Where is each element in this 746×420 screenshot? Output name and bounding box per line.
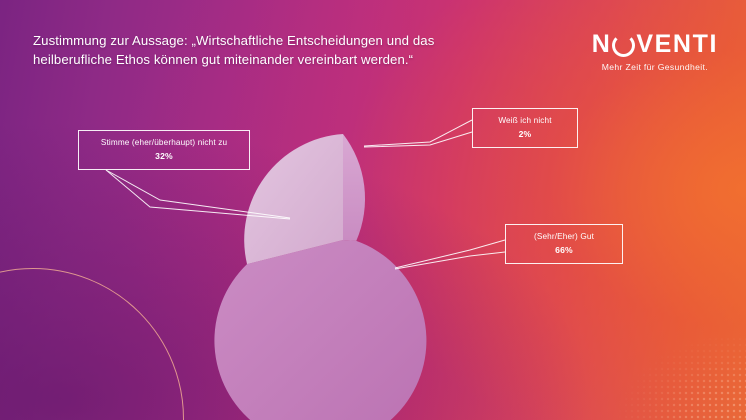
noventi-logo: N VENTI Mehr Zeit für Gesundheit. xyxy=(592,32,718,73)
callout-disagree[interactable]: Stimme (eher/überhaupt) nicht zu 32% xyxy=(78,130,250,170)
callout-good-label: (Sehr/Eher) Gut xyxy=(533,232,595,241)
pie-slice-gut xyxy=(214,240,427,420)
callout-disagree-value: 32% xyxy=(155,151,173,161)
callout-dontknow-value: 2% xyxy=(518,129,532,139)
slide-title-line-2: heilberufliche Ethos können gut miteinan… xyxy=(33,52,414,67)
callout-good[interactable]: (Sehr/Eher) Gut 66% xyxy=(505,224,623,264)
pie-slice-disagree xyxy=(244,134,343,265)
logo-tagline: Mehr Zeit für Gesundheit. xyxy=(601,62,708,72)
decorative-arc xyxy=(0,268,184,420)
callout-dontknow-label: Weiß ich nicht xyxy=(498,116,552,125)
pie-chart-svg xyxy=(214,134,427,420)
slide-title-line-1: Zustimmung zur Aussage: „Wirtschaftliche… xyxy=(33,33,435,48)
pie-slice-dontknow xyxy=(343,134,366,241)
logo-wordmark: N VENTI xyxy=(592,32,718,57)
logo-letter-n: N xyxy=(591,30,612,58)
logo-ring-icon xyxy=(612,34,636,57)
decorative-dot-grid xyxy=(606,325,746,420)
callout-dontknow[interactable]: Weiß ich nicht 2% xyxy=(472,108,578,148)
pie-chart xyxy=(214,134,449,420)
slide-title: Zustimmung zur Aussage: „Wirtschaftliche… xyxy=(33,31,553,69)
callout-disagree-label: Stimme (eher/überhaupt) nicht zu xyxy=(100,138,228,147)
logo-letters-venti: VENTI xyxy=(636,30,718,58)
callout-good-value: 66% xyxy=(555,245,573,255)
